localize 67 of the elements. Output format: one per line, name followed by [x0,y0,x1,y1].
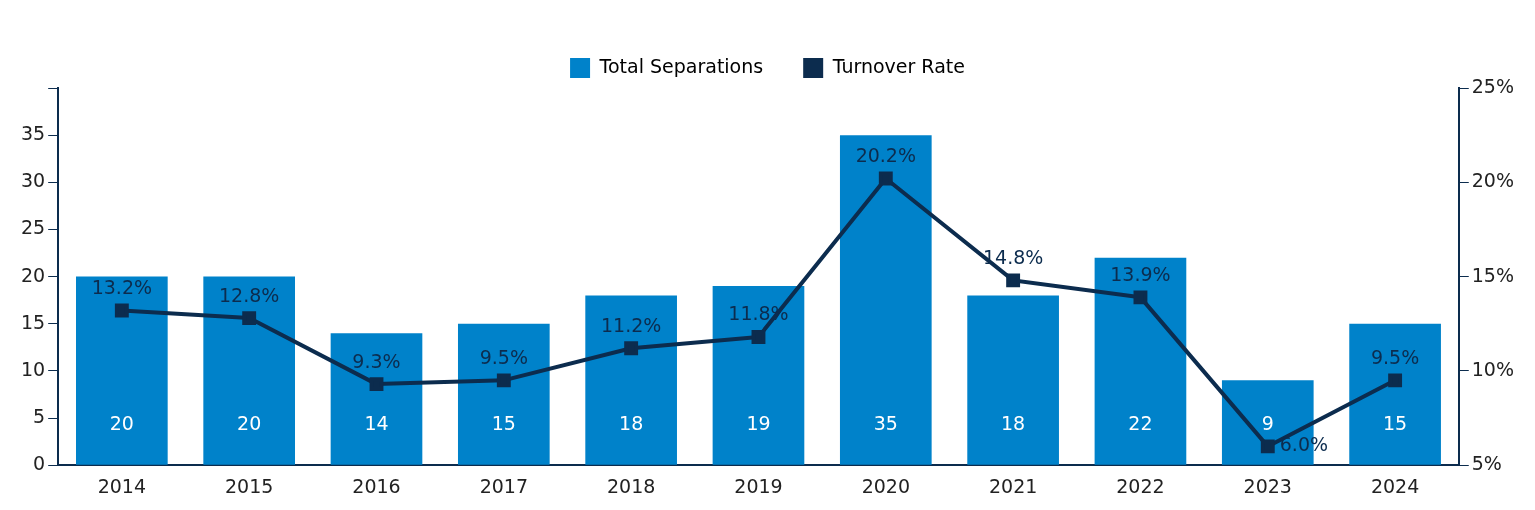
y-tick-label: 10 [20,357,46,380]
y-tick-label: 25 [20,216,46,239]
x-tick-label: 2024 [1370,474,1420,497]
bar [967,295,1059,465]
bar [585,295,677,465]
legend-label: Total Separations [598,54,764,77]
x-tick-label: 2015 [224,474,274,497]
bar [1094,257,1187,465]
y2-tick-label: 25% [1471,74,1514,97]
data-label: 15 [491,411,516,434]
point [1388,373,1403,388]
x-tick-label: 2018 [606,474,656,497]
data-label: 13.2% [91,275,153,298]
bar [839,135,932,465]
bar [76,276,168,465]
data-label: 18 [1001,411,1026,434]
point [751,330,766,344]
point [1006,273,1021,288]
y-tick-label: 30 [20,169,46,192]
point [878,171,893,186]
data-label: 11.2% [600,313,662,336]
data-label: 19 [746,411,771,434]
y-tick-label: 0 [33,452,46,475]
data-label: 14.8% [982,245,1044,268]
point [624,341,639,356]
y2-tick-label: 15% [1471,263,1514,286]
data-label: 15 [1383,411,1408,434]
data-label: 9 [1261,411,1274,434]
data-label: 9.5% [1370,345,1420,368]
x-tick-label: 2022 [1116,474,1165,497]
data-label: 9.5% [479,345,528,368]
point [1260,439,1275,454]
point [1133,290,1148,305]
legend-label: Turnover Rate [831,54,965,77]
y-tick-label: 35 [20,122,46,145]
x-tick-label: 2021 [988,474,1038,497]
x-tick-label: 2014 [97,474,147,497]
x-tick-label: 2023 [1243,474,1292,497]
y2-tick-label: 5% [1471,452,1502,475]
y-tick-label: 20 [20,263,46,286]
bar [203,276,295,465]
data-label: 14 [364,411,389,434]
data-label: 22 [1128,411,1153,434]
data-label: 20 [109,411,134,434]
point [369,377,384,392]
x-tick-label: 2017 [479,474,528,497]
y2-tick-label: 10% [1471,357,1514,380]
y2-tick-label: 20% [1471,169,1514,192]
data-label: 18 [619,411,644,434]
data-label: 12.8% [218,283,280,306]
data-label: 9.3% [352,349,401,372]
y-tick-label: 15 [20,310,46,333]
point [242,311,257,326]
y-tick-label: 5 [33,404,46,427]
bar [330,333,423,465]
data-label: 20 [237,411,262,434]
bar [457,323,550,465]
data-label: 20.2% [855,143,916,166]
data-label: 35 [873,411,898,434]
bar [712,286,805,465]
data-label: 13.9% [1110,262,1171,285]
x-tick-label: 2019 [734,474,783,497]
x-tick-label: 2020 [861,474,910,497]
x-tick-label: 2016 [352,474,401,497]
bar [1349,323,1441,465]
point [114,303,129,318]
point [496,373,511,388]
